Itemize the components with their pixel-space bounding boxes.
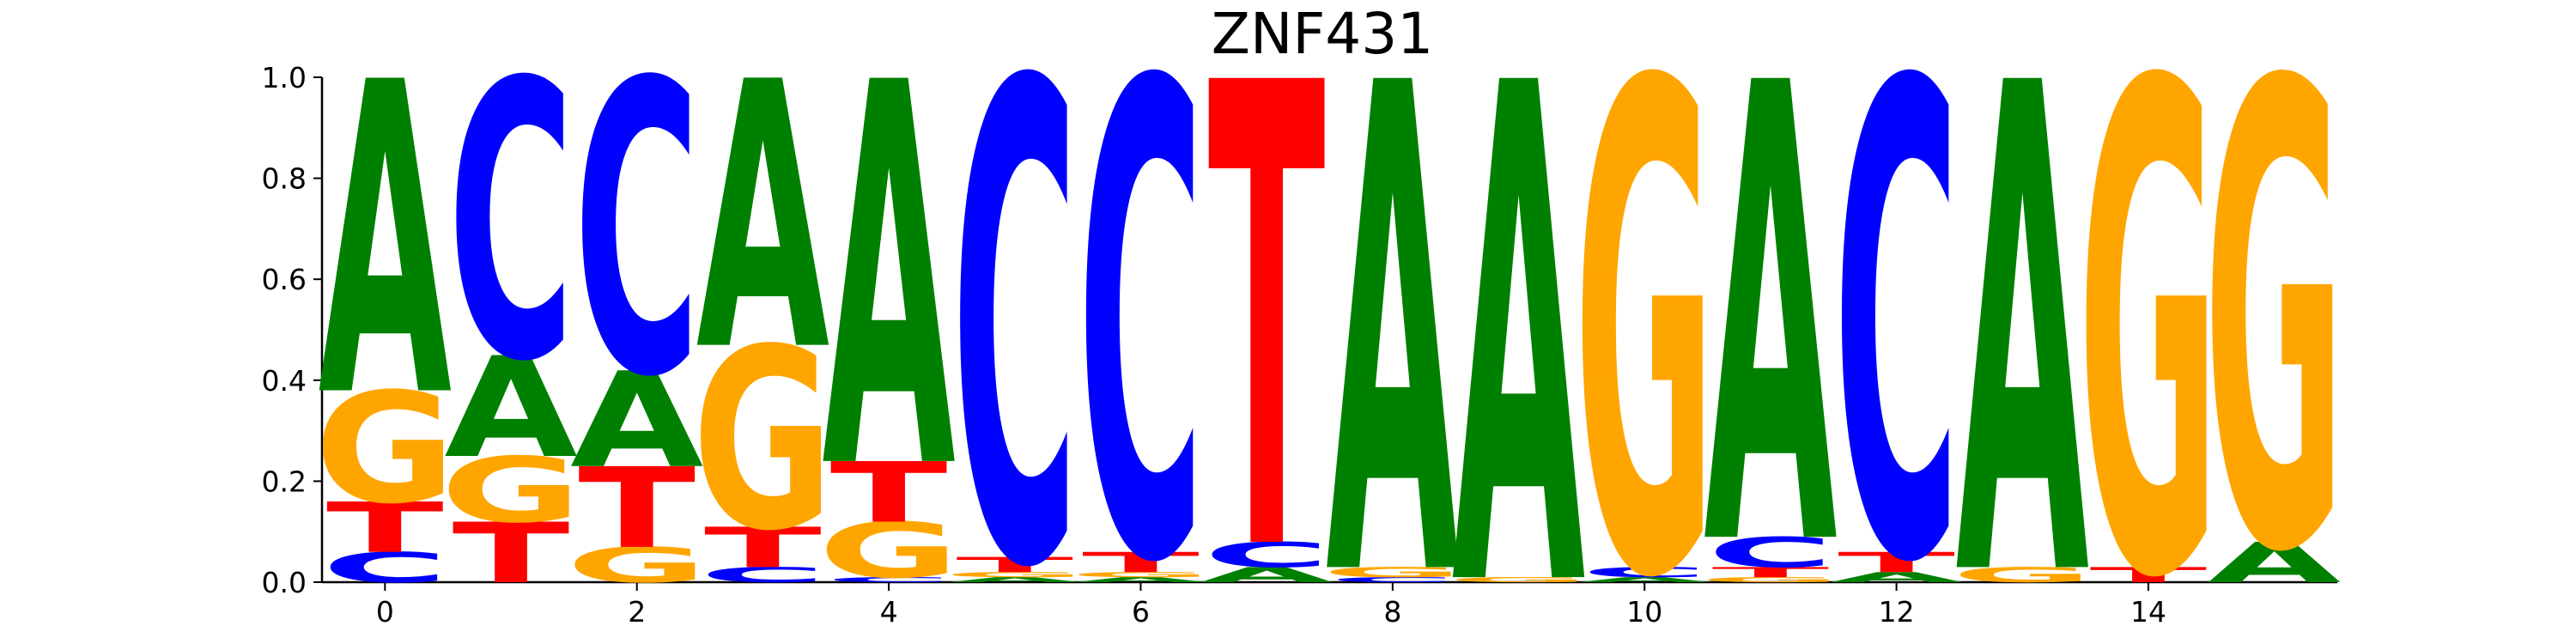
- logo-letter-A: A: [1578, 576, 1711, 584]
- x-tick-label: 6: [1132, 595, 1150, 629]
- logo-letter-G: G: [2078, 0, 2220, 644]
- logo-letter-A: A: [1704, 0, 1838, 644]
- logo-letter-G: G: [1448, 576, 1589, 584]
- logo-letter-C: C: [447, 3, 574, 446]
- logo-letter-T: T: [2090, 563, 2208, 587]
- logo-letter-G: G: [818, 507, 960, 595]
- logo-letter-G: G: [314, 360, 456, 538]
- logo-letter-T: T: [326, 488, 444, 568]
- logo-letter-C: C: [951, 0, 1078, 644]
- logo-letter-G: G: [944, 571, 1085, 579]
- logo-column-12: ATC: [1830, 0, 1963, 644]
- logo-column-14: TG: [2078, 0, 2220, 644]
- logo-letter-T: T: [1711, 564, 1829, 580]
- logo-letter-A: A: [570, 344, 703, 497]
- x-tick-label: 2: [628, 595, 646, 629]
- chart-title: ZNF431: [1212, 1, 1434, 67]
- y-tick-label: 0.4: [262, 364, 307, 398]
- logo-letter-G: G: [1322, 564, 1464, 580]
- logo-letter-T: T: [956, 553, 1073, 577]
- logo-letter-C: C: [322, 544, 448, 592]
- logo-letter-T: T: [453, 506, 570, 602]
- logo-letter-A: A: [948, 576, 1081, 584]
- logo-letter-G: G: [440, 438, 582, 543]
- logo-letter-G: G: [1070, 571, 1212, 579]
- logo-column-15: AG: [2203, 0, 2345, 644]
- logo-letter-T: T: [1838, 546, 1955, 578]
- logo-letter-T: T: [1208, 0, 1327, 644]
- logo-letter-G: G: [566, 538, 708, 594]
- logo-letter-C: C: [700, 563, 826, 587]
- logo-letter-A: A: [696, 4, 831, 432]
- logo-letter-A: A: [1452, 0, 1587, 644]
- x-tick-label: 10: [1626, 595, 1662, 629]
- x-tick-label: 12: [1879, 595, 1915, 629]
- logo-letter-C: C: [1204, 535, 1330, 575]
- logo-column-8: CGA: [1322, 0, 1464, 644]
- logo-column-7: ACT: [1200, 0, 1334, 644]
- x-tick-label: 14: [2130, 595, 2166, 629]
- logo-letter-A: A: [1326, 0, 1461, 644]
- logo-letter-A: A: [319, 0, 453, 492]
- logo-letter-A: A: [2208, 532, 2341, 596]
- logo-letter-C: C: [1707, 529, 1833, 577]
- logo-letter-T: T: [578, 445, 696, 574]
- logo-column-13: GA: [1952, 0, 2093, 644]
- logo-column-9: GA: [1448, 0, 1589, 644]
- y-tick-label: 0.0: [262, 566, 307, 599]
- logo-letter-A: A: [1200, 563, 1334, 587]
- logo-column-10: ACG: [1574, 0, 1716, 644]
- logo-letter-G: G: [692, 296, 834, 586]
- logo-letter-C: C: [825, 576, 951, 584]
- logo-letter-A: A: [1830, 569, 1963, 586]
- logo-letter-C: C: [1329, 576, 1455, 584]
- axes: 0.0 0.2 0.4 0.6 0.8 1.0 0 2 4 6 8 10 12 14: [262, 61, 2337, 629]
- y-tick-label: 1.0: [262, 61, 307, 94]
- logo-letter-A: A: [822, 0, 957, 586]
- logo-letter-C: C: [1833, 0, 1959, 644]
- x-tick-label: 4: [880, 595, 898, 629]
- logo-letter-T: T: [830, 445, 948, 541]
- logo-letter-C: C: [574, 0, 700, 465]
- logo-letter-G: G: [2203, 0, 2345, 644]
- logo-letter-T: T: [704, 516, 822, 580]
- y-tick-label: 0.6: [262, 263, 307, 296]
- x-tick-label: 0: [376, 595, 394, 629]
- logo-letter-A: A: [444, 327, 577, 489]
- logo-letter-A: A: [1956, 0, 2091, 644]
- logo-letter-G: G: [1700, 576, 1842, 584]
- y-tick-label: 0.2: [262, 465, 307, 498]
- logo-letter-T: T: [1082, 546, 1200, 578]
- logo-letter-A: A: [1074, 576, 1207, 584]
- logo-letter-G: G: [1574, 0, 1716, 644]
- x-tick-label: 8: [1383, 595, 1401, 629]
- logo-letter-C: C: [1582, 564, 1708, 580]
- logo-letter-C: C: [1078, 0, 1204, 644]
- logo-letter-G: G: [1952, 563, 2093, 587]
- y-tick-label: 0.8: [262, 162, 307, 196]
